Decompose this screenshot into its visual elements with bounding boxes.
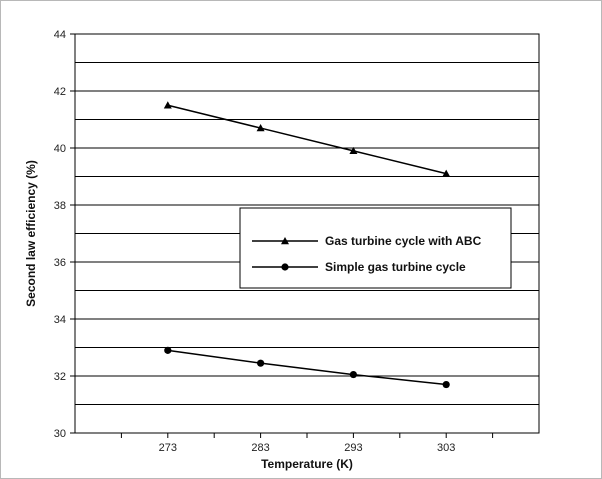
legend-box — [239, 207, 512, 289]
legend-entry: Gas turbine cycle with ABC — [252, 234, 482, 248]
y-tick-label: 42 — [54, 86, 66, 98]
series-line — [167, 104, 447, 175]
legend-label: Simple gas turbine cycle — [325, 260, 466, 274]
legend-entry: Simple gas turbine cycle — [252, 260, 466, 274]
series-2 — [164, 346, 450, 389]
x-tick-label: 283 — [251, 442, 269, 454]
y-tick-label: 36 — [54, 257, 66, 269]
data-point — [256, 124, 265, 132]
x-axis-ticks: 273 283 293 303 — [120, 433, 494, 454]
legend-label: Gas turbine cycle with ABC — [325, 234, 482, 248]
series-group — [163, 101, 451, 389]
y-tick-label: 38 — [54, 200, 66, 212]
series-1 — [163, 101, 451, 177]
x-tick-label: 293 — [344, 442, 362, 454]
y-tick-label: 32 — [54, 371, 66, 383]
y-axis-title: Second law efficiency (%) — [24, 160, 38, 307]
legend-marker — [281, 263, 289, 271]
y-tick-label: 34 — [54, 314, 66, 326]
legend-marker — [281, 237, 289, 245]
y-tick-label: 30 — [54, 428, 66, 440]
data-point — [349, 370, 357, 379]
x-tick-label: 273 — [159, 442, 177, 454]
data-point — [442, 380, 450, 389]
legend: Gas turbine cycle with ABC Simple gas tur… — [239, 207, 512, 289]
x-tick-label: 303 — [437, 442, 455, 454]
data-point — [257, 359, 265, 367]
y-tick-label: 44 — [54, 29, 66, 41]
y-tick-label: 40 — [54, 143, 66, 155]
data-point — [164, 346, 172, 354]
y-axis-ticks: 30 32 34 36 38 40 42 44 — [54, 29, 75, 440]
series-line — [167, 349, 447, 386]
data-point — [163, 101, 172, 109]
data-point — [349, 146, 358, 155]
data-point — [442, 169, 451, 177]
x-axis-title: Temperature (K) — [261, 457, 353, 471]
